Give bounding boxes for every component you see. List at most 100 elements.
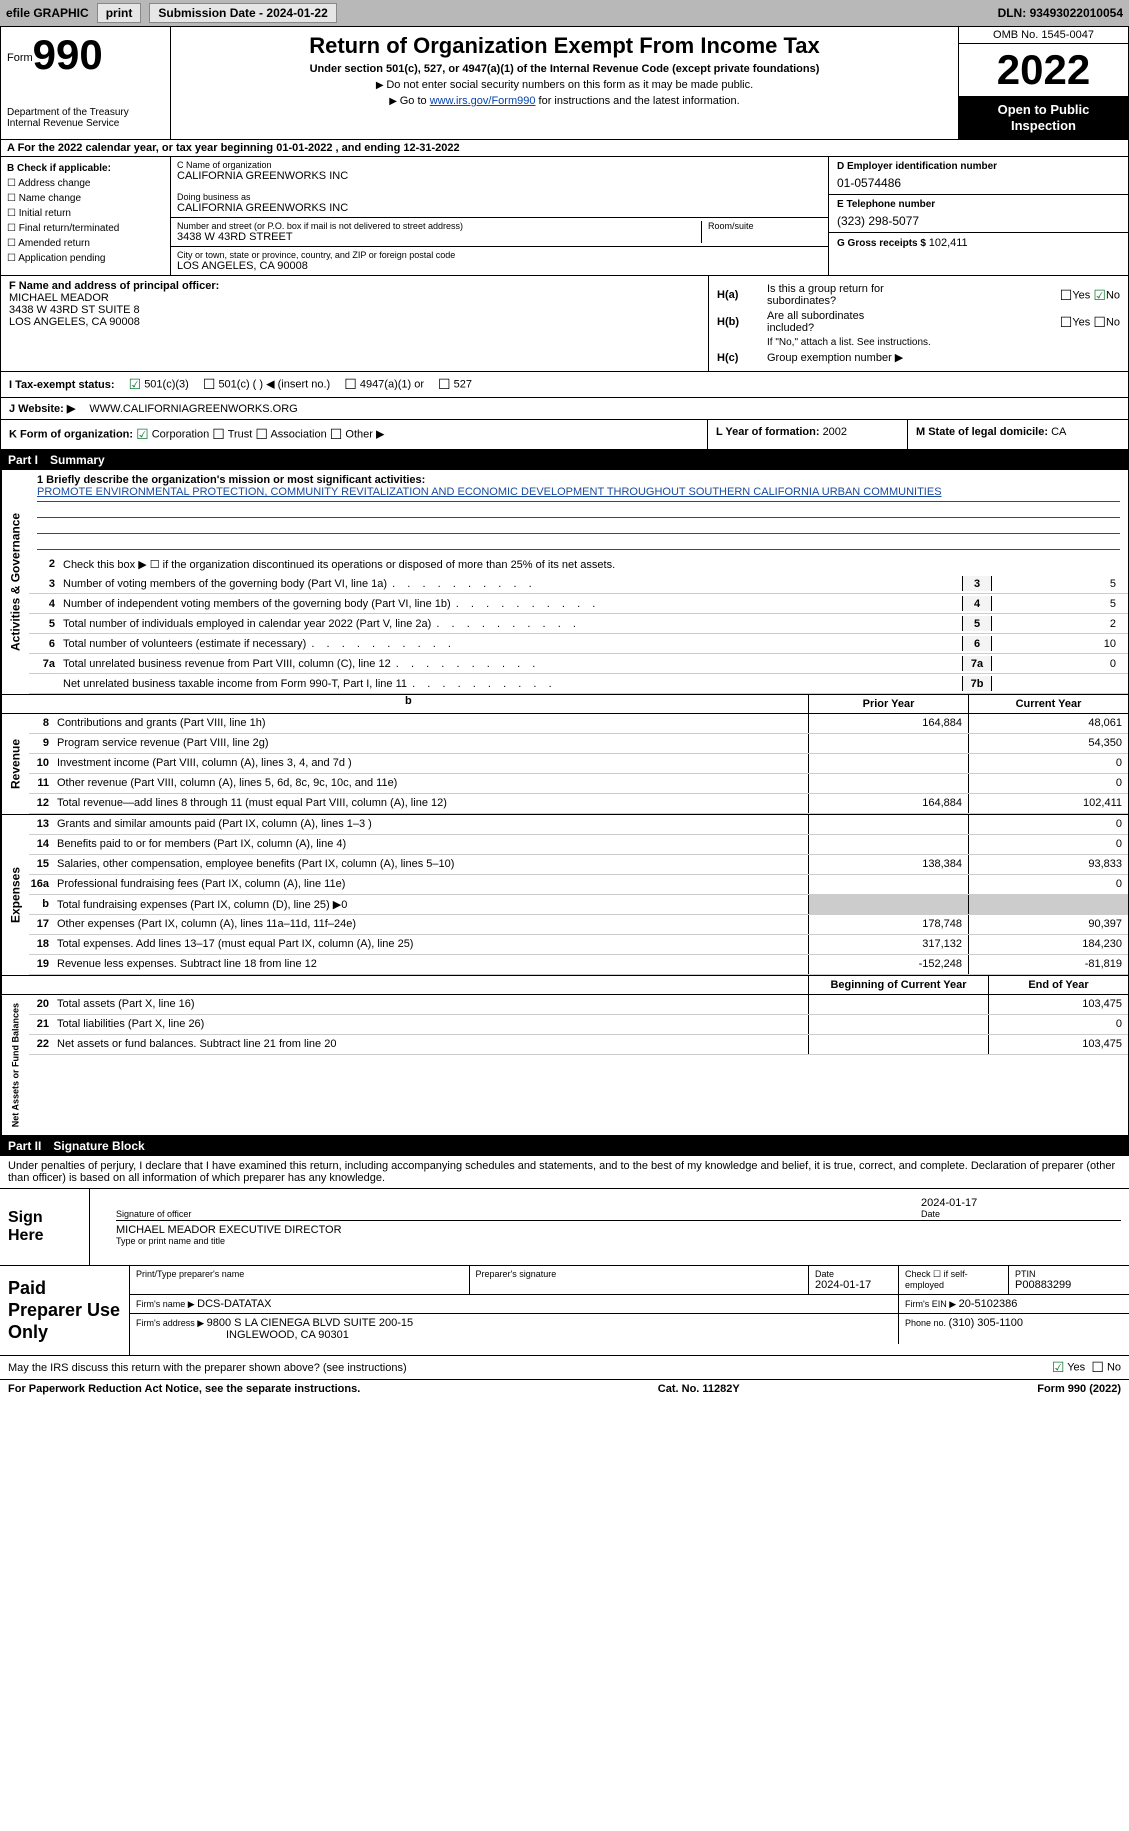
hdr-current-year: Current Year xyxy=(968,695,1128,713)
chk-assoc[interactable] xyxy=(255,426,268,443)
col-h-group: H(a) Is this a group return forsubordina… xyxy=(708,276,1128,371)
org-name: CALIFORNIA GREENWORKS INC xyxy=(177,170,822,182)
hb-yes[interactable] xyxy=(1060,314,1073,331)
firm-ein: 20-5102386 xyxy=(959,1298,1018,1310)
gross-cell: G Gross receipts $ 102,411 xyxy=(829,233,1128,253)
tax-year: 2022 xyxy=(959,44,1128,96)
mission-block: 1 Briefly describe the organization's mi… xyxy=(29,470,1128,554)
chk-application-pending[interactable]: Application pending xyxy=(7,253,106,264)
sig-name: MICHAEL MEADOR EXECUTIVE DIRECTOR xyxy=(116,1224,342,1236)
tel-value: (323) 298-5077 xyxy=(837,214,1120,228)
mission-text: PROMOTE ENVIRONMENTAL PROTECTION, COMMUN… xyxy=(37,486,1120,502)
summary-line: 6Total number of volunteers (estimate if… xyxy=(29,634,1128,654)
form-title: Return of Organization Exempt From Incom… xyxy=(179,33,950,59)
part1-header: Part I Summary xyxy=(0,450,1129,470)
website-value: WWW.CALIFORNIAGREENWORKS.ORG xyxy=(89,403,297,415)
footer: For Paperwork Reduction Act Notice, see … xyxy=(0,1380,1129,1398)
form-footer: Form 990 (2022) xyxy=(1037,1383,1121,1395)
hb-note: If "No," attach a list. See instructions… xyxy=(717,337,1120,348)
efile-label: efile GRAPHIC xyxy=(6,6,89,20)
summary-line: 7aTotal unrelated business revenue from … xyxy=(29,654,1128,674)
chk-4947[interactable] xyxy=(344,376,357,393)
summary-line: 3Number of voting members of the governi… xyxy=(29,574,1128,594)
paid-preparer-label: Paid Preparer Use Only xyxy=(0,1266,130,1355)
street-cell: Number and street (or P.O. box if mail i… xyxy=(171,218,828,247)
summary-line: bTotal fundraising expenses (Part IX, co… xyxy=(29,895,1128,915)
summary-line: 12Total revenue—add lines 8 through 11 (… xyxy=(29,794,1128,814)
chk-address-change[interactable]: Address change xyxy=(7,178,90,189)
gross-value: 102,411 xyxy=(929,237,968,249)
summary-line: Net unrelated business taxable income fr… xyxy=(29,674,1128,694)
chk-other[interactable] xyxy=(330,426,343,443)
row-j-website: J Website: ▶ WWW.CALIFORNIAGREENWORKS.OR… xyxy=(0,398,1129,420)
sign-here-label: Sign Here xyxy=(0,1189,90,1265)
summary-line: 14Benefits paid to or for members (Part … xyxy=(29,835,1128,855)
discuss-row: May the IRS discuss this return with the… xyxy=(0,1356,1129,1380)
org-name-cell: C Name of organization CALIFORNIA GREENW… xyxy=(171,157,828,218)
part2-header: Part II Signature Block xyxy=(0,1136,1129,1156)
prep-date: 2024-01-17 xyxy=(815,1279,892,1291)
summary-line: 16aProfessional fundraising fees (Part I… xyxy=(29,875,1128,895)
officer-addr1: 3438 W 43RD ST SUITE 8 xyxy=(9,304,140,316)
chk-name-change[interactable]: Name change xyxy=(7,193,81,204)
ha-no[interactable] xyxy=(1093,287,1106,304)
omb-number: OMB No. 1545-0047 xyxy=(959,27,1128,44)
preparer-row2: Firm's name ▶ DCS-DATATAX Firm's EIN ▶ 2… xyxy=(130,1295,1129,1314)
row-i-tax-status: I Tax-exempt status: 501(c)(3) 501(c) ( … xyxy=(0,372,1129,398)
header-center: Return of Organization Exempt From Incom… xyxy=(171,27,958,139)
chk-self-employed[interactable]: Check ☐ if self-employed xyxy=(905,1269,1002,1290)
chk-amended-return[interactable]: Amended return xyxy=(7,238,90,249)
officer-addr2: LOS ANGELES, CA 90008 xyxy=(9,316,140,328)
sign-here-block: Sign Here Signature of officer 2024-01-1… xyxy=(0,1189,1129,1266)
cat-no: Cat. No. 11282Y xyxy=(360,1383,1037,1395)
summary-line: 18Total expenses. Add lines 13–17 (must … xyxy=(29,935,1128,955)
chk-initial-return[interactable]: Initial return xyxy=(7,208,71,219)
paid-preparer-block: Paid Preparer Use Only Print/Type prepar… xyxy=(0,1266,1129,1356)
hdr-end-year: End of Year xyxy=(988,976,1128,994)
chk-final-return[interactable]: Final return/terminated xyxy=(7,223,119,234)
preparer-row1: Print/Type preparer's name Preparer's si… xyxy=(130,1266,1129,1295)
ha-yes[interactable] xyxy=(1060,287,1073,304)
summary-line: 4Number of independent voting members of… xyxy=(29,594,1128,614)
summary-line: 21Total liabilities (Part X, line 26)0 xyxy=(29,1015,1128,1035)
prior-current-header: b Prior Year Current Year xyxy=(1,694,1128,714)
summary-line: 8Contributions and grants (Part VIII, li… xyxy=(29,714,1128,734)
side-label-na: Net Assets or Fund Balances xyxy=(1,995,29,1135)
firm-addr1: 9800 S LA CIENEGA BLVD SUITE 200-15 xyxy=(207,1317,413,1329)
section-activities-governance: Activities & Governance 1 Briefly descri… xyxy=(1,470,1128,694)
row-klm: K Form of organization: Corporation Trus… xyxy=(0,420,1129,450)
firm-addr2: INGLEWOOD, CA 90301 xyxy=(226,1329,349,1341)
dln: DLN: 93493022010054 xyxy=(998,6,1123,20)
print-button[interactable]: print xyxy=(97,3,142,23)
summary-line: 9Program service revenue (Part VIII, lin… xyxy=(29,734,1128,754)
form-subtitle: Under section 501(c), 527, or 4947(a)(1)… xyxy=(179,63,950,75)
discuss-yes[interactable] xyxy=(1052,1359,1065,1376)
summary-line: 5Total number of individuals employed in… xyxy=(29,614,1128,634)
discuss-no[interactable] xyxy=(1091,1359,1104,1376)
chk-501c[interactable] xyxy=(203,376,216,393)
signature-intro: Under penalties of perjury, I declare th… xyxy=(0,1156,1129,1189)
chk-corp[interactable] xyxy=(136,426,149,443)
ptin-value: P00883299 xyxy=(1015,1279,1123,1291)
org-street: 3438 W 43RD STREET xyxy=(177,231,695,243)
chk-trust[interactable] xyxy=(212,426,225,443)
col-d-ein: D Employer identification number 01-0574… xyxy=(828,157,1128,275)
form-header: Form990 Department of the Treasury Inter… xyxy=(0,26,1129,140)
chk-501c3[interactable] xyxy=(129,376,142,393)
pra-notice: For Paperwork Reduction Act Notice, see … xyxy=(8,1383,360,1395)
chk-527[interactable] xyxy=(438,376,451,393)
irs-label: Internal Revenue Service xyxy=(7,118,164,129)
sig-date: 2024-01-17 xyxy=(921,1197,977,1209)
officer-name-line: MICHAEL MEADOR EXECUTIVE DIRECTORType or… xyxy=(116,1221,1121,1247)
summary-line: 15Salaries, other compensation, employee… xyxy=(29,855,1128,875)
irs-link[interactable]: www.irs.gov/Form990 xyxy=(430,95,536,107)
hdr-beginning-year: Beginning of Current Year xyxy=(808,976,988,994)
col-f-officer: F Name and address of principal officer:… xyxy=(1,276,708,371)
hb-no[interactable] xyxy=(1093,314,1106,331)
tel-cell: E Telephone number (323) 298-5077 xyxy=(829,195,1128,233)
summary-line: 20Total assets (Part X, line 16)103,475 xyxy=(29,995,1128,1015)
summary-line: 10Investment income (Part VIII, column (… xyxy=(29,754,1128,774)
summary-line: 19Revenue less expenses. Subtract line 1… xyxy=(29,955,1128,975)
ein-cell: D Employer identification number 01-0574… xyxy=(829,157,1128,195)
beg-end-header: Beginning of Current Year End of Year xyxy=(1,975,1128,995)
